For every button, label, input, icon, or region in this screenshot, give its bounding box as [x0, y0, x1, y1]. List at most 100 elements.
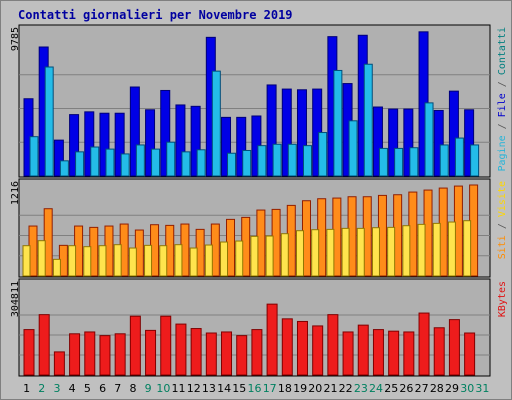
panel-visite: 1216 Siti / Visite — [10, 178, 508, 278]
bar-contatti-contatti-30 — [464, 109, 475, 177]
bar-contatti-pagine-26 — [409, 147, 419, 177]
bar-visite-siti-16 — [250, 235, 259, 277]
bar-contatti-contatti-15 — [236, 116, 247, 177]
bar-contatti-pagine-11 — [181, 151, 191, 177]
day-label-23: 23 — [354, 382, 368, 395]
bar-contatti-contatti-14 — [221, 116, 232, 177]
panel-contatti-ymax-label: 9785 — [10, 27, 21, 51]
bar-contatti-contatti-7 — [114, 112, 125, 177]
series-label-part: Siti — [497, 235, 508, 259]
bar-kbytes-kbytes-4 — [69, 333, 81, 376]
bar-visite-siti-12 — [189, 247, 198, 277]
bar-contatti-pagine-22 — [348, 120, 358, 177]
bar-contatti-contatti-10 — [160, 89, 171, 177]
bar-contatti-contatti-4 — [69, 114, 80, 177]
bar-kbytes-kbytes-18 — [281, 318, 293, 376]
panel-kbytes-ymax-label: 304811 — [10, 281, 21, 317]
day-label-15: 15 — [232, 382, 246, 395]
bar-visite-siti-1 — [22, 245, 31, 277]
day-label-21: 21 — [323, 382, 337, 395]
bar-kbytes-kbytes-20 — [312, 325, 324, 376]
bar-kbytes-kbytes-17 — [266, 303, 278, 376]
bar-contatti-pagine-4 — [75, 151, 85, 177]
panel-contatti: 9785 Pagine / File / Contatti — [10, 24, 508, 178]
panel-visite-ymax-label: 1216 — [10, 181, 21, 205]
bar-contatti-contatti-29 — [448, 90, 459, 177]
bar-contatti-pagine-7 — [120, 153, 130, 177]
bar-contatti-pagine-27 — [424, 102, 434, 177]
bar-contatti-pagine-10 — [166, 141, 176, 177]
bar-kbytes-kbytes-27 — [418, 312, 430, 376]
day-label-11: 11 — [172, 382, 186, 395]
bar-contatti-pagine-23 — [363, 63, 373, 177]
bar-visite-siti-17 — [265, 235, 274, 277]
day-label-5: 5 — [84, 382, 91, 395]
day-label-17: 17 — [263, 382, 277, 395]
bar-contatti-pagine-3 — [59, 160, 69, 177]
bar-visite-siti-5 — [83, 246, 92, 277]
bar-contatti-pagine-16 — [257, 145, 267, 177]
bar-kbytes-kbytes-3 — [53, 351, 65, 376]
bar-kbytes-kbytes-24 — [372, 329, 384, 376]
panels: 9785 Pagine / File / Contatti 1216 Siti / V… — [10, 24, 508, 377]
day-label-29: 29 — [445, 382, 459, 395]
bar-contatti-contatti-26 — [403, 108, 414, 177]
day-label-13: 13 — [202, 382, 216, 395]
bar-kbytes-kbytes-25 — [388, 330, 400, 376]
bar-contatti-pagine-25 — [394, 147, 404, 177]
bar-kbytes-kbytes-9 — [145, 329, 157, 376]
bar-visite-siti-6 — [98, 245, 107, 277]
day-labels: 1 2 3 4 5 6 7 8 9 10 11 12 13 14 15 16 17 18 19 20 21 22 23 24 2… — [23, 382, 489, 395]
day-label-26: 26 — [399, 382, 413, 395]
bar-contatti-pagine-12 — [196, 149, 206, 177]
bar-visite-siti-25 — [387, 226, 396, 277]
bar-contatti-pagine-6 — [105, 148, 115, 177]
bar-visite-siti-14 — [220, 241, 229, 277]
bar-contatti-pagine-29 — [454, 137, 464, 177]
bar-visite-siti-9 — [144, 244, 153, 277]
day-label-12: 12 — [187, 382, 201, 395]
bar-contatti-pagine-30 — [470, 144, 480, 177]
bar-kbytes-kbytes-29 — [448, 319, 460, 376]
bar-kbytes-kbytes-19 — [296, 320, 308, 376]
bar-kbytes-kbytes-22 — [342, 331, 354, 376]
bar-kbytes-kbytes-26 — [403, 331, 415, 376]
bar-kbytes-kbytes-7 — [114, 333, 126, 376]
bar-visite-siti-15 — [235, 240, 244, 277]
bar-visite-siti-29 — [447, 221, 456, 277]
bar-visite-siti-8 — [128, 247, 137, 277]
panel-kbytes: 304811 KBytes — [10, 278, 508, 377]
bar-kbytes-kbytes-8 — [129, 315, 141, 376]
bar-visite-siti-11 — [174, 244, 183, 277]
bar-contatti-pagine-2 — [44, 66, 54, 177]
bar-contatti-contatti-18 — [281, 88, 292, 177]
bar-contatti-pagine-19 — [302, 145, 312, 177]
bar-visite-siti-30 — [463, 220, 472, 277]
bar-kbytes-kbytes-5 — [84, 331, 96, 376]
bar-contatti-contatti-5 — [84, 111, 95, 177]
bar-contatti-pagine-17 — [272, 143, 282, 177]
bar-visite-siti-26 — [402, 225, 411, 277]
bar-contatti-contatti-3 — [53, 139, 64, 177]
bar-visite-siti-28 — [432, 222, 441, 277]
bar-contatti-contatti-25 — [388, 108, 399, 177]
day-label-16: 16 — [248, 382, 262, 395]
day-label-22: 22 — [339, 382, 353, 395]
bar-contatti-pagine-24 — [378, 147, 388, 177]
bar-visite-siti-19 — [295, 230, 304, 277]
day-label-19: 19 — [293, 382, 307, 395]
bar-kbytes-kbytes-14 — [221, 331, 233, 376]
bar-contatti-pagine-1 — [29, 136, 39, 177]
bar-kbytes-kbytes-28 — [433, 327, 445, 376]
day-label-9: 9 — [145, 382, 152, 395]
bar-kbytes-kbytes-1 — [23, 329, 35, 376]
bar-contatti-pagine-9 — [151, 148, 161, 177]
bar-contatti-pagine-14 — [227, 152, 237, 177]
bar-kbytes-kbytes-13 — [205, 332, 217, 376]
day-label-18: 18 — [278, 382, 292, 395]
series-label-part: Visite — [497, 181, 508, 217]
bar-contatti-contatti-8 — [129, 86, 140, 177]
bar-contatti-pagine-5 — [90, 146, 100, 177]
day-label-7: 7 — [114, 382, 121, 395]
